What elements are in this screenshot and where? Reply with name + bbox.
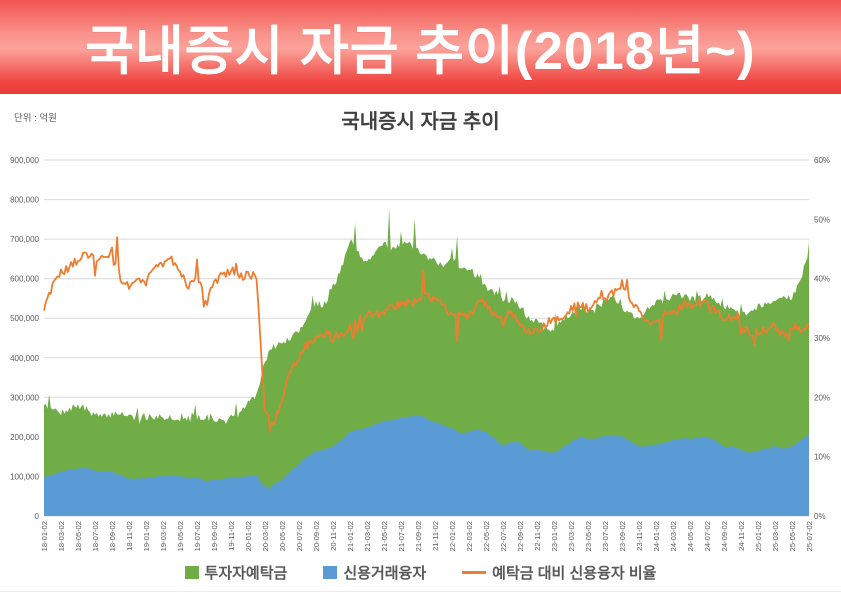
svg-text:24-03-02: 24-03-02 (669, 521, 678, 551)
svg-text:22-01-02: 22-01-02 (448, 521, 457, 551)
svg-text:24-07-02: 24-07-02 (703, 521, 712, 551)
svg-text:22-09-02: 22-09-02 (516, 521, 525, 551)
svg-text:900,000: 900,000 (10, 156, 39, 165)
svg-text:24-01-02: 24-01-02 (652, 521, 661, 551)
svg-text:23-11-02: 23-11-02 (635, 521, 644, 551)
svg-text:21-09-02: 21-09-02 (414, 521, 423, 551)
title-banner: 국내증시 자금 추이(2018년~) (0, 0, 841, 94)
svg-text:30%: 30% (814, 334, 830, 343)
svg-text:23-05-02: 23-05-02 (584, 521, 593, 551)
svg-text:22-05-02: 22-05-02 (482, 521, 491, 551)
svg-text:20-09-02: 20-09-02 (312, 521, 321, 551)
svg-text:21-05-02: 21-05-02 (380, 521, 389, 551)
chart-legend: 투자자예탁금 신용거래융자 예탁금 대비 신용융자 비율 (0, 562, 841, 583)
legend-swatch-deposits-icon (184, 566, 199, 579)
svg-text:19-07-02: 19-07-02 (193, 521, 202, 551)
svg-text:100,000: 100,000 (10, 472, 39, 481)
svg-text:22-03-02: 22-03-02 (465, 521, 474, 551)
svg-text:21-11-02: 21-11-02 (431, 521, 440, 551)
svg-text:24-09-02: 24-09-02 (720, 521, 729, 551)
svg-text:24-05-02: 24-05-02 (686, 521, 695, 551)
svg-text:18-03-02: 18-03-02 (57, 521, 66, 551)
svg-text:20-05-02: 20-05-02 (278, 521, 287, 551)
svg-text:18-05-02: 18-05-02 (74, 521, 83, 551)
svg-text:25-01-02: 25-01-02 (754, 521, 763, 551)
svg-text:20-11-02: 20-11-02 (329, 521, 338, 551)
svg-text:23-09-02: 23-09-02 (618, 521, 627, 551)
legend-item-credit: 신용거래융자 (323, 562, 426, 583)
svg-text:25-07-02: 25-07-02 (805, 521, 814, 551)
svg-text:22-07-02: 22-07-02 (499, 521, 508, 551)
svg-text:18-07-02: 18-07-02 (91, 521, 100, 551)
legend-label-deposits: 투자자예탁금 (204, 565, 288, 582)
svg-text:20-01-02: 20-01-02 (244, 521, 253, 551)
svg-text:200,000: 200,000 (10, 433, 39, 442)
banner-title: 국내증시 자금 추이(2018년~) (85, 22, 756, 81)
svg-text:20-03-02: 20-03-02 (261, 521, 270, 551)
svg-text:0%: 0% (814, 512, 826, 521)
svg-text:18-09-02: 18-09-02 (108, 521, 117, 551)
svg-text:22-11-02: 22-11-02 (533, 521, 542, 551)
legend-label-credit: 신용거래융자 (343, 565, 427, 582)
svg-text:19-01-02: 19-01-02 (142, 521, 151, 551)
legend-label-ratio: 예탁금 대비 신용융자 비율 (492, 565, 657, 582)
svg-text:60%: 60% (814, 156, 830, 165)
svg-text:19-11-02: 19-11-02 (227, 521, 236, 551)
svg-text:19-09-02: 19-09-02 (210, 521, 219, 551)
chart-title: 국내증시 자금 추이 (341, 111, 500, 133)
svg-text:400,000: 400,000 (10, 354, 39, 363)
svg-text:800,000: 800,000 (10, 196, 39, 205)
svg-text:23-03-02: 23-03-02 (567, 521, 576, 551)
svg-text:25-05-02: 25-05-02 (788, 521, 797, 551)
svg-text:20%: 20% (814, 393, 830, 402)
svg-text:19-03-02: 19-03-02 (159, 521, 168, 551)
svg-text:40%: 40% (814, 275, 830, 284)
svg-text:23-01-02: 23-01-02 (550, 521, 559, 551)
svg-text:20-07-02: 20-07-02 (295, 521, 304, 551)
svg-text:50%: 50% (814, 215, 830, 224)
svg-text:21-03-02: 21-03-02 (363, 521, 372, 551)
legend-swatch-ratio-line-icon (462, 571, 487, 574)
svg-text:19-05-02: 19-05-02 (176, 521, 185, 551)
svg-text:23-07-02: 23-07-02 (601, 521, 610, 551)
bottom-divider (0, 591, 841, 592)
svg-text:18-01-02: 18-01-02 (40, 521, 49, 551)
svg-text:700,000: 700,000 (10, 235, 39, 244)
svg-text:24-11-02: 24-11-02 (737, 521, 746, 551)
legend-swatch-credit-icon (323, 566, 338, 579)
svg-text:10%: 10% (814, 453, 830, 462)
svg-text:18-11-02: 18-11-02 (125, 521, 134, 551)
svg-text:25-03-02: 25-03-02 (771, 521, 780, 551)
svg-text:21-01-02: 21-01-02 (346, 521, 355, 551)
legend-item-deposits: 투자자예탁금 (184, 562, 288, 583)
svg-text:0: 0 (35, 512, 40, 521)
svg-text:300,000: 300,000 (10, 393, 39, 402)
svg-text:500,000: 500,000 (10, 314, 39, 323)
axis-unit-label: 단위 : 억원 (14, 113, 57, 124)
svg-text:600,000: 600,000 (10, 275, 39, 284)
legend-item-ratio: 예탁금 대비 신용융자 비율 (462, 562, 656, 583)
svg-text:21-07-02: 21-07-02 (397, 521, 406, 551)
